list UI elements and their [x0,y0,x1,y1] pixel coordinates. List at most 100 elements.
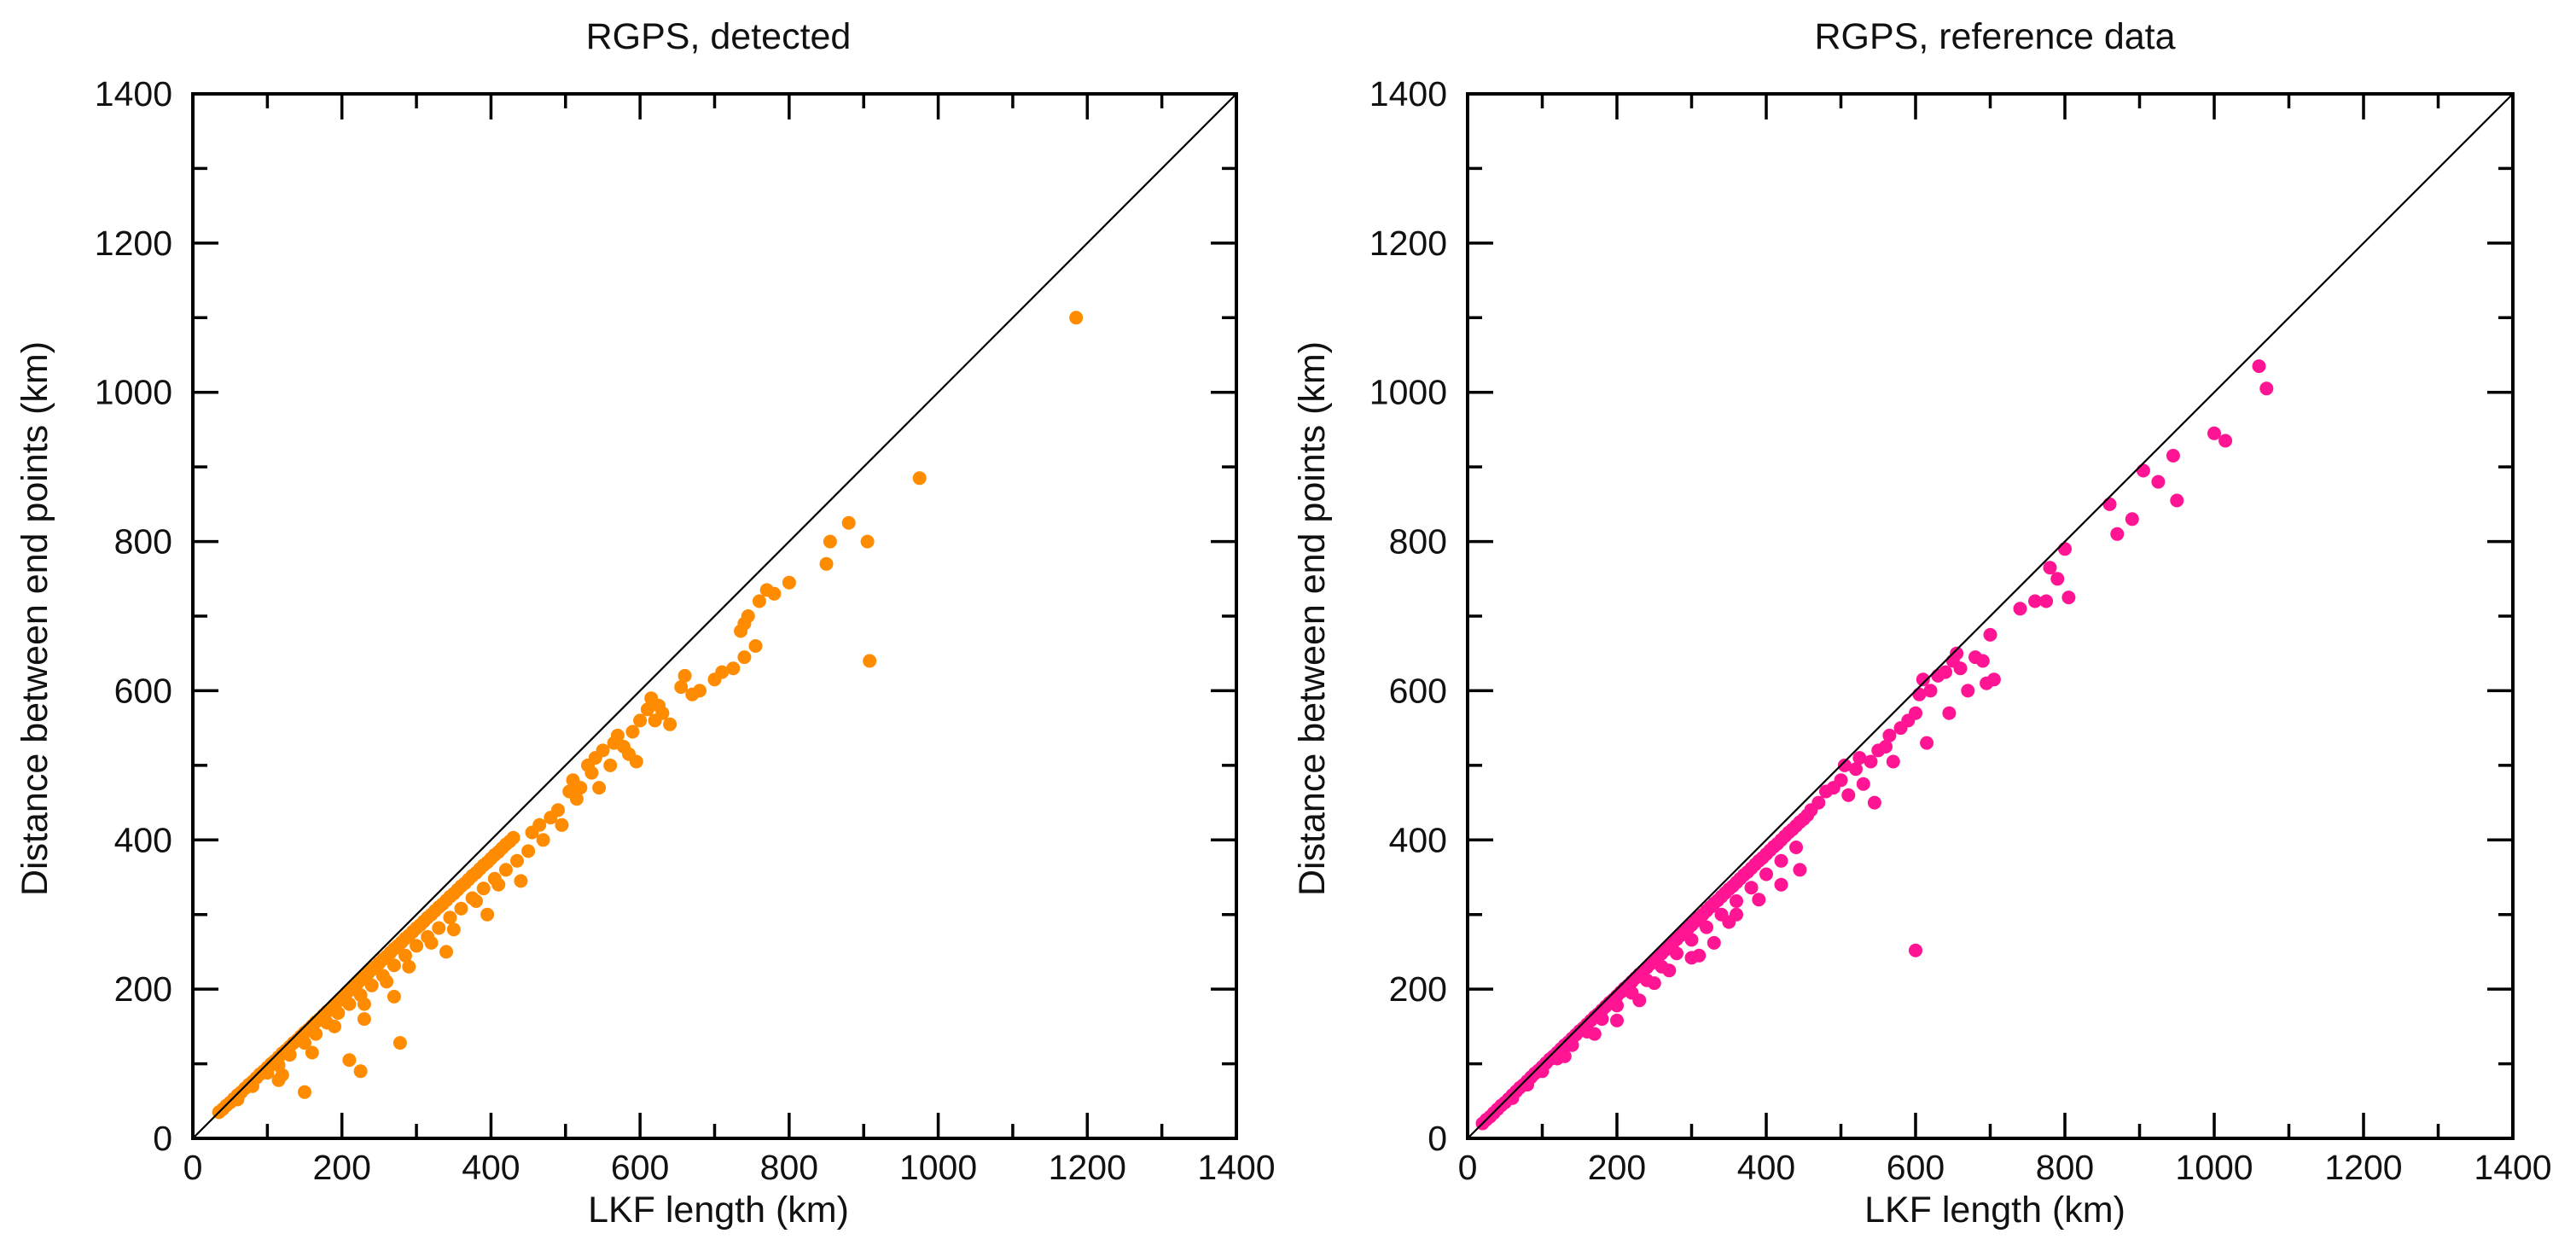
x-tick-label: 1000 [899,1148,977,1187]
scatter-point [424,935,439,950]
scatter-point [387,989,401,1004]
scatter-point [1587,1027,1602,1041]
scatter-point [393,1036,407,1050]
x-tick-label: 0 [1458,1148,1478,1187]
scatter-point [1923,684,1938,698]
y-tick-label: 1400 [1369,74,1447,113]
x-tick-label: 1400 [2474,1148,2551,1187]
scatter-point [298,1085,311,1099]
scatter-point [380,975,394,989]
scatter-point [693,684,707,698]
scatter-point [1953,661,1968,676]
scatter-point [1744,881,1759,895]
x-tick-label: 400 [1737,1148,1795,1187]
chart-title: RGPS, reference data [1814,16,2175,57]
x-tick-label: 1200 [1049,1148,1126,1187]
scatter-point [1670,946,1683,961]
scatter-point [640,702,654,717]
x-tick-label: 200 [1588,1148,1646,1187]
scatter-point [328,1019,341,1033]
scatter-point [715,665,730,679]
scatter-point [1856,777,1870,791]
scatter-point [748,639,763,653]
scatter-point [1975,654,1990,668]
scatter-point [402,959,416,974]
scatter-point [480,907,495,922]
scatter-point [584,765,599,780]
scatter-series [1475,359,2274,1131]
scatter-point [1565,1038,1579,1052]
scatter-point [1752,893,1766,907]
scatter-point [1700,920,1713,934]
scatter-point [912,471,927,486]
y-tick-label: 0 [153,1119,172,1158]
scatter-point [2050,572,2065,586]
scatter-point [782,575,796,590]
y-tick-label: 1200 [95,224,172,263]
scatter-point [439,945,453,959]
scatter-point [1986,672,2001,687]
y-tick-label: 600 [1389,671,1447,710]
scatter-point [432,921,446,935]
scatter-point [1069,311,1084,325]
scatter-point [663,717,677,731]
scatter-point [342,1053,357,1068]
scatter-point [1837,758,1852,772]
scatter-point [1774,853,1788,868]
scatter-point [1950,646,1964,660]
y-axis-label: Distance between end points (km) [15,341,55,896]
scatter-point [2110,527,2125,541]
scatter-point [596,743,610,758]
x-tick-label: 1200 [2324,1148,2402,1187]
scatter-point [271,1073,286,1087]
scatter-point [2136,463,2150,478]
scatter-point [282,1048,297,1062]
y-tick-label: 1200 [1369,224,1447,263]
x-tick-label: 400 [462,1148,520,1187]
scatter-point [387,958,401,973]
scatter-point [655,706,670,720]
y-tick-label: 600 [114,671,172,710]
scatter-point [1834,773,1848,788]
scatter-point [1774,877,1788,892]
scatter-point [1961,684,1975,698]
scatter-point [1789,841,1803,854]
scatter-point [1535,1064,1550,1079]
scatter-point [1692,948,1707,963]
scatter-point [298,1036,311,1050]
scatter-point [1610,998,1624,1013]
scatter-point [1983,627,1997,642]
scatter-point [2207,426,2221,440]
scatter-point [625,724,640,739]
x-tick-label: 1400 [1197,1148,1275,1187]
scatter-point [514,874,528,888]
scatter-point [1811,795,1826,810]
scatter-point [863,654,877,668]
x-axis-label: LKF length (km) [588,1190,849,1231]
scatter-point [2028,594,2042,608]
y-tick-label: 800 [1389,522,1447,561]
scatter-point [1722,915,1736,929]
y-tick-label: 400 [114,820,172,859]
x-tick-label: 600 [611,1148,669,1187]
scatter-point [1632,993,1647,1008]
scatter-point [1909,706,1922,720]
x-tick-label: 800 [760,1148,818,1187]
scatter-point [573,781,588,795]
y-tick-label: 0 [1428,1119,1447,1158]
scatter-point [819,556,834,571]
panel-reference: RGPS, reference data LKF length (km) Dis… [1292,16,2552,1231]
scatter-point [342,997,357,1011]
scatter-point [1841,788,1856,802]
scatter-point [446,922,461,937]
scatter-point [1852,751,1867,765]
y-tick-label: 1400 [95,74,172,113]
scatter-point [1610,1013,1624,1027]
y-tick-label: 400 [1389,820,1447,859]
x-tick-label: 800 [2036,1148,2094,1187]
y-tick-label: 200 [1389,969,1447,1009]
scatter-point [767,586,782,601]
scatter-point [841,515,856,530]
scatter-point [551,803,565,818]
